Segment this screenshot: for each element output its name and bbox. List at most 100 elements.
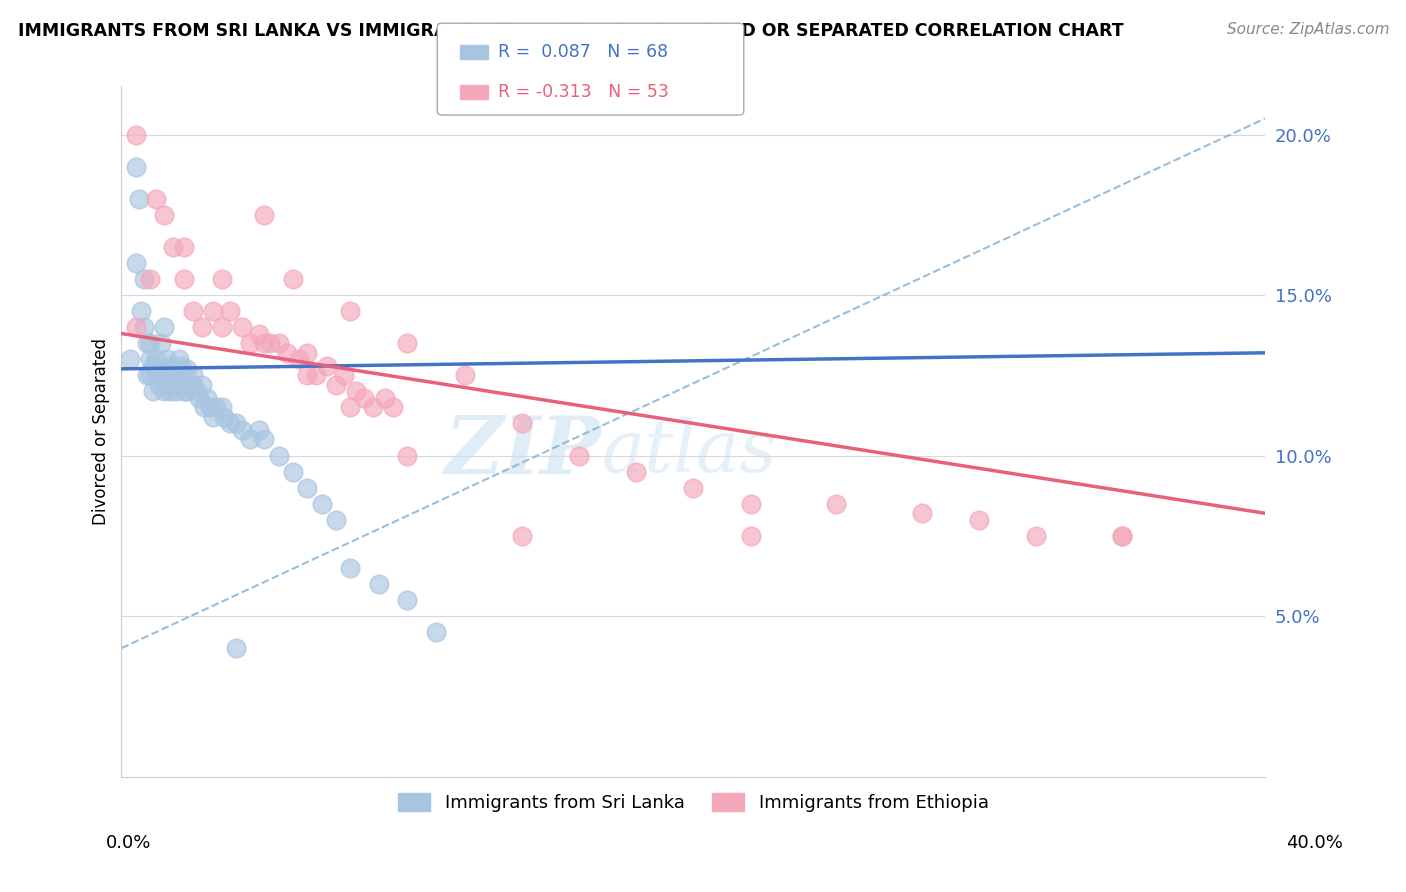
- Point: [339, 561, 361, 575]
- Point: [153, 208, 176, 222]
- Point: [167, 368, 190, 383]
- Point: [740, 497, 762, 511]
- Point: [225, 641, 247, 656]
- Point: [201, 409, 224, 424]
- Point: [219, 304, 242, 318]
- Point: [139, 352, 162, 367]
- Point: [128, 192, 150, 206]
- Point: [339, 401, 361, 415]
- Point: [190, 378, 212, 392]
- Point: [162, 368, 184, 383]
- Point: [339, 304, 361, 318]
- Text: R = -0.313   N = 53: R = -0.313 N = 53: [498, 83, 669, 101]
- Point: [153, 368, 176, 383]
- Point: [198, 401, 221, 415]
- Point: [150, 336, 173, 351]
- Point: [204, 401, 226, 415]
- Point: [142, 359, 165, 373]
- Point: [231, 423, 253, 437]
- Point: [276, 346, 298, 360]
- Point: [382, 401, 405, 415]
- Point: [139, 272, 162, 286]
- Point: [297, 481, 319, 495]
- Point: [181, 304, 204, 318]
- Point: [353, 391, 375, 405]
- Point: [367, 577, 389, 591]
- Point: [311, 497, 333, 511]
- Point: [211, 320, 233, 334]
- Point: [136, 336, 159, 351]
- Point: [211, 272, 233, 286]
- Point: [176, 384, 198, 399]
- Point: [167, 352, 190, 367]
- Point: [134, 320, 156, 334]
- Point: [142, 384, 165, 399]
- Point: [159, 384, 181, 399]
- Point: [148, 378, 170, 392]
- Point: [239, 336, 262, 351]
- Point: [510, 417, 533, 431]
- Point: [373, 391, 395, 405]
- Point: [825, 497, 848, 511]
- Point: [170, 378, 193, 392]
- Point: [165, 368, 187, 383]
- Point: [125, 128, 148, 142]
- Point: [396, 449, 419, 463]
- Point: [187, 391, 209, 405]
- Point: [1111, 529, 1133, 543]
- Text: R =  0.087   N = 68: R = 0.087 N = 68: [498, 43, 668, 61]
- Point: [195, 391, 218, 405]
- Legend: Immigrants from Sri Lanka, Immigrants from Ethiopia: Immigrants from Sri Lanka, Immigrants fr…: [391, 786, 995, 819]
- Point: [156, 352, 179, 367]
- Text: Source: ZipAtlas.com: Source: ZipAtlas.com: [1226, 22, 1389, 37]
- Point: [453, 368, 475, 383]
- Point: [150, 368, 173, 383]
- Point: [118, 352, 141, 367]
- Point: [247, 326, 270, 341]
- Point: [184, 384, 207, 399]
- Point: [969, 513, 991, 527]
- Point: [173, 384, 195, 399]
- Point: [682, 481, 704, 495]
- Point: [139, 336, 162, 351]
- Point: [145, 192, 167, 206]
- Point: [153, 384, 176, 399]
- Point: [125, 160, 148, 174]
- Point: [1025, 529, 1047, 543]
- Point: [134, 272, 156, 286]
- Point: [125, 320, 148, 334]
- Point: [253, 208, 276, 222]
- Point: [239, 433, 262, 447]
- Point: [316, 359, 339, 373]
- Point: [125, 256, 148, 270]
- Point: [740, 529, 762, 543]
- Point: [219, 417, 242, 431]
- Point: [190, 320, 212, 334]
- Point: [361, 401, 384, 415]
- Text: atlas: atlas: [602, 417, 778, 487]
- Point: [297, 346, 319, 360]
- Point: [1111, 529, 1133, 543]
- Point: [148, 362, 170, 376]
- Point: [193, 401, 215, 415]
- Point: [297, 368, 319, 383]
- Point: [170, 359, 193, 373]
- Point: [253, 336, 276, 351]
- Point: [181, 368, 204, 383]
- Point: [568, 449, 591, 463]
- Point: [145, 368, 167, 383]
- Point: [153, 320, 176, 334]
- Point: [911, 506, 934, 520]
- Text: ZIP: ZIP: [444, 413, 602, 491]
- Point: [181, 378, 204, 392]
- Point: [214, 409, 236, 424]
- Point: [267, 449, 290, 463]
- Y-axis label: Divorced or Separated: Divorced or Separated: [93, 338, 110, 525]
- Point: [179, 378, 201, 392]
- Point: [325, 513, 347, 527]
- Point: [281, 465, 304, 479]
- Point: [139, 368, 162, 383]
- Point: [396, 593, 419, 607]
- Point: [173, 368, 195, 383]
- Point: [173, 240, 195, 254]
